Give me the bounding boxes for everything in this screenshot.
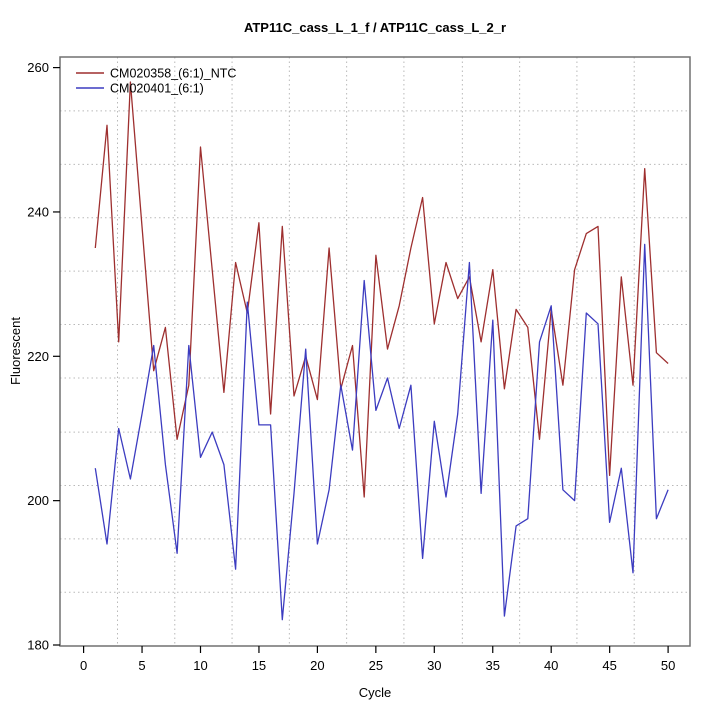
legend: CM020358_(6:1)_NTC CM020401_(6:1) bbox=[76, 67, 236, 96]
x-tick-label: 5 bbox=[138, 658, 145, 673]
series-line-ntc bbox=[94, 81, 669, 498]
x-tick-label: 45 bbox=[602, 658, 616, 673]
plot-border bbox=[59, 56, 691, 647]
series-line-sample bbox=[94, 243, 669, 621]
y-tick-label: 260 bbox=[27, 60, 49, 75]
axis-ticks: 0 5 10 15 20 25 30 35 40 45 50 180 200 220 240 260 bbox=[27, 60, 675, 673]
legend-entry-ntc: CM020358_(6:1)_NTC bbox=[110, 67, 236, 81]
data-series bbox=[94, 81, 669, 621]
x-tick-label: 50 bbox=[661, 658, 675, 673]
x-axis-label: Cycle bbox=[359, 685, 392, 700]
legend-entry-sample: CM020401_(6:1) bbox=[110, 82, 204, 96]
chart-title: ATP11C_cass_L_1_f / ATP11C_cass_L_2_r bbox=[244, 20, 506, 35]
y-tick-label: 180 bbox=[27, 638, 49, 653]
y-tick-label: 200 bbox=[27, 493, 49, 508]
x-tick-label: 35 bbox=[486, 658, 500, 673]
x-tick-label: 0 bbox=[80, 658, 87, 673]
y-axis-label: Fluorescent bbox=[8, 317, 23, 385]
x-tick-label: 30 bbox=[427, 658, 441, 673]
x-tick-label: 10 bbox=[193, 658, 207, 673]
y-tick-label: 240 bbox=[27, 204, 49, 219]
plot-frame bbox=[59, 56, 691, 647]
y-tick-label: 220 bbox=[27, 349, 49, 364]
x-tick-label: 20 bbox=[310, 658, 324, 673]
x-tick-label: 25 bbox=[369, 658, 383, 673]
x-tick-label: 15 bbox=[252, 658, 266, 673]
x-tick-label: 40 bbox=[544, 658, 558, 673]
